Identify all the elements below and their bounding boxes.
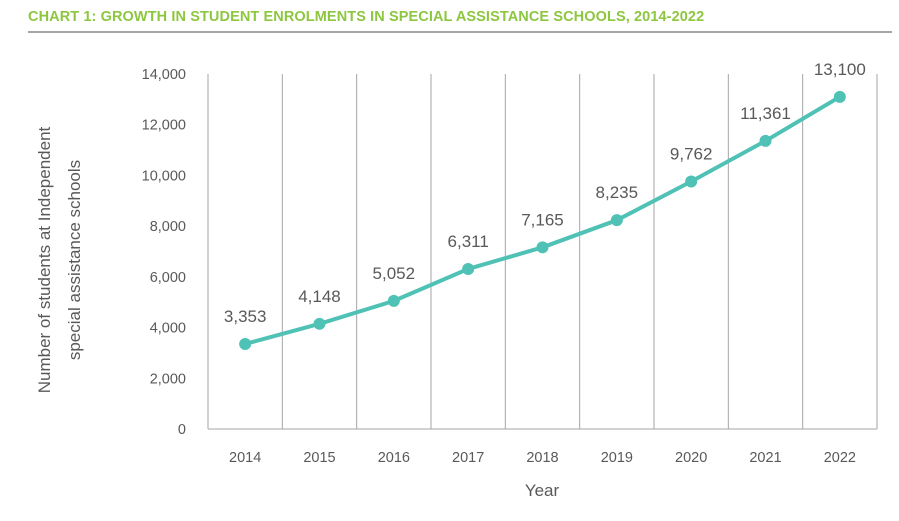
data-label: 9,762	[670, 144, 713, 163]
y-tick-label: 6,000	[150, 270, 186, 286]
data-point	[313, 317, 326, 330]
data-point	[387, 294, 400, 307]
y-axis-label-line1: Number of students at Independent	[35, 126, 54, 393]
x-axis-label: Year	[525, 481, 560, 500]
y-tick-label: 8,000	[150, 219, 186, 235]
data-label: 7,165	[521, 210, 564, 229]
x-tick-label: 2015	[303, 450, 335, 466]
data-point	[759, 134, 772, 147]
data-label: 5,052	[373, 264, 416, 283]
data-label: 3,353	[224, 307, 267, 326]
x-tick-label: 2014	[229, 450, 261, 466]
y-tick-label: 2,000	[150, 371, 186, 387]
y-axis-label: Number of students at Independent specia…	[35, 126, 84, 393]
data-label: 6,311	[448, 232, 489, 251]
gridlines	[207, 74, 878, 430]
data-point	[833, 90, 846, 103]
data-label: 13,100	[814, 60, 866, 79]
x-tick-label: 2020	[675, 450, 707, 466]
y-tick-label: 10,000	[142, 168, 186, 184]
data-point	[536, 241, 549, 254]
y-tick-label: 0	[178, 422, 186, 438]
data-label: 8,235	[596, 183, 639, 202]
chart-title: CHART 1: GROWTH IN STUDENT ENROLMENTS IN…	[28, 9, 705, 25]
x-tick-label: 2016	[378, 450, 410, 466]
data-labels: 3,353 4,148 5,052 6,311 7,165 8,235 9,762 11,36…	[224, 60, 866, 326]
x-tick-label: 2018	[526, 450, 558, 466]
x-tick-label: 2021	[749, 450, 781, 466]
data-point	[462, 262, 475, 275]
data-label: 11,361	[740, 104, 791, 123]
y-tick-label: 14,000	[142, 67, 186, 83]
x-tick-label: 2019	[601, 450, 633, 466]
y-tick-labels: 0 2,000 4,000 6,000 8,000 10,000 12,000 14,000	[142, 67, 186, 438]
y-axis-label-line2: special assistance schools	[65, 160, 84, 360]
data-point	[685, 175, 698, 188]
x-tick-label: 2017	[452, 450, 484, 466]
data-point	[610, 214, 623, 227]
data-label: 4,148	[298, 287, 341, 306]
data-point	[239, 337, 252, 350]
x-tick-labels: 2014 2015 2016 2017 2018 2019 2020 2021 2022	[229, 450, 856, 466]
series	[239, 90, 846, 350]
title-rule	[28, 31, 892, 33]
x-tick-label: 2022	[824, 450, 856, 466]
y-tick-label: 4,000	[150, 321, 186, 337]
y-tick-label: 12,000	[142, 118, 186, 134]
